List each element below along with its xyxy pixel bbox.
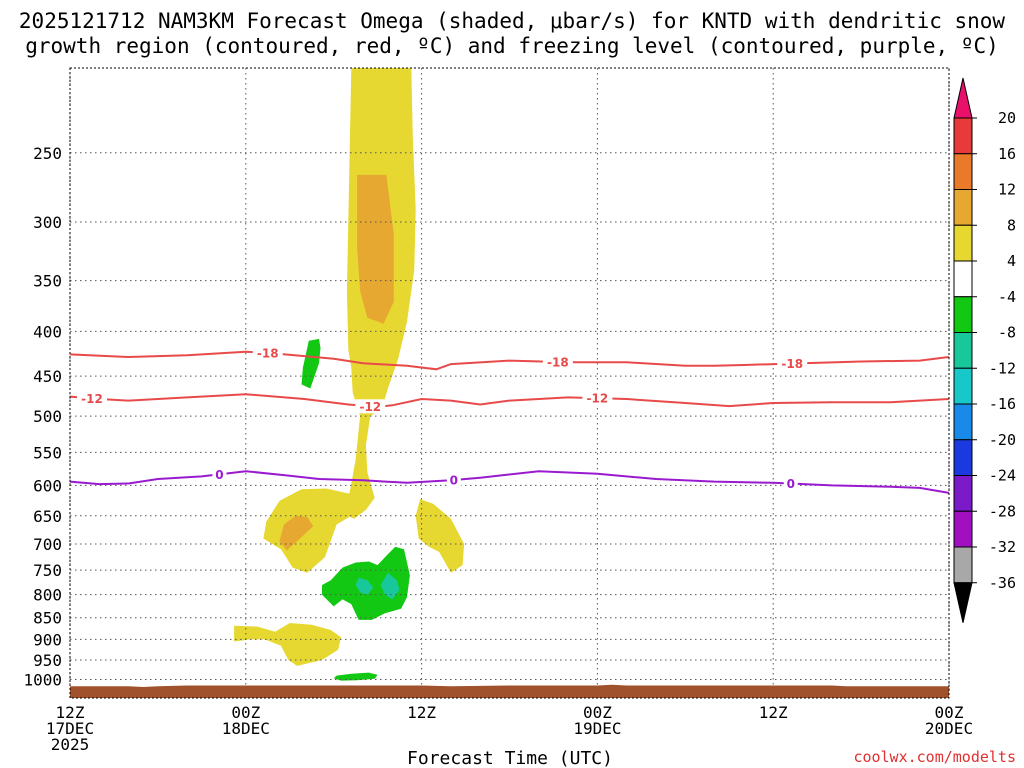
colorbar-tick-label: -4 — [998, 288, 1016, 306]
x-tick-label: 20DEC — [925, 719, 973, 738]
contour-lines: -18 -18 -18 -12 -12 -12 0 0 0 — [69, 346, 950, 494]
dendritic-minus18-label: -18 — [257, 347, 279, 361]
dendritic-minus12-label-bg — [582, 391, 613, 406]
y-tick-label: 250 — [33, 144, 62, 163]
y-tick-label: 300 — [33, 213, 62, 232]
yellow-right-blob — [415, 499, 465, 573]
colorbar-tick-label: -32 — [989, 538, 1016, 556]
dendritic-minus12-line — [69, 393, 950, 408]
y-tick-label: 1000 — [23, 670, 62, 689]
y-tick-label: 450 — [33, 367, 62, 386]
colorbar-swatch — [953, 153, 973, 190]
dendritic-minus12-label-bg — [355, 399, 386, 414]
dendritic-minus12-label: -12 — [359, 400, 381, 414]
teal-core-2 — [380, 572, 400, 600]
colorbar-swatch — [953, 224, 973, 262]
freezing-level-label: 0 — [787, 477, 795, 491]
colorbar-bottom-arrow — [953, 582, 973, 623]
y-tick-label: 750 — [33, 561, 62, 580]
colorbar-tick-label: -8 — [998, 324, 1016, 342]
orange-upper-core — [357, 174, 394, 324]
colorbar: 20 16 12 8 4 -4 -8 -12 -16 -20 -24 -28 -32 -36 — [953, 77, 1016, 623]
colorbar-swatch — [953, 332, 973, 369]
surface-terrain — [70, 684, 949, 698]
credit-text: coolwx.com/modelts — [853, 748, 1016, 766]
y-tick-label: 600 — [33, 476, 62, 495]
colorbar-swatch — [953, 510, 973, 548]
colorbar-top-arrow — [953, 77, 973, 119]
chart-title-line2: growth region (contoured, red, ºC) and f… — [25, 34, 999, 58]
dendritic-minus12-label-bg — [76, 391, 107, 406]
teal-core-1 — [355, 577, 374, 595]
x-axis-label: Forecast Time (UTC) — [407, 748, 613, 768]
y-tick-label: 950 — [33, 651, 62, 670]
y-tick-label: 350 — [33, 272, 62, 291]
dendritic-minus18-label: -18 — [547, 356, 569, 370]
x-tick-label: 00Z — [935, 703, 964, 722]
x-tick-label: 12Z — [759, 703, 788, 722]
colorbar-swatch — [953, 403, 973, 441]
y-tick-label: 500 — [33, 407, 62, 426]
colorbar-swatch — [953, 439, 973, 476]
colorbar-tick-label: 20 — [998, 109, 1016, 127]
y-tick-label: 550 — [33, 443, 62, 462]
colorbar-tick-label: 12 — [998, 181, 1016, 199]
colorbar-tick-label: -24 — [989, 467, 1016, 485]
y-tick-label: 850 — [33, 609, 62, 628]
dendritic-minus18-label-bg — [252, 346, 283, 361]
dendritic-minus18-label-bg — [542, 355, 573, 370]
colorbar-swatch — [953, 296, 973, 333]
freezing-level-label: 0 — [450, 474, 458, 488]
colorbar-tick-label: -36 — [989, 574, 1016, 592]
colorbar-tick-label: 4 — [1007, 252, 1016, 270]
colorbar-tick-label: -20 — [989, 431, 1016, 449]
dendritic-minus18-label-bg — [777, 356, 808, 371]
x-tick-label: 17DEC — [46, 719, 94, 738]
colorbar-tick-label: -28 — [989, 502, 1016, 520]
y-tick-label: 900 — [33, 630, 62, 649]
colorbar-tick-label: 16 — [998, 145, 1016, 163]
plot-area: -18 -18 -18 -12 -12 -12 0 0 0 — [69, 67, 950, 699]
x-tick-label: 12Z — [56, 703, 85, 722]
yellow-low-level — [234, 623, 341, 666]
freezing-level-label-bg — [446, 473, 461, 488]
x-tick-label: 18DEC — [222, 719, 270, 738]
colorbar-swatch — [953, 260, 973, 298]
colorbar-swatch — [953, 189, 973, 226]
colorbar-swatch — [953, 475, 973, 512]
colorbar-swatch — [953, 367, 973, 405]
x-tick-label: 12Z — [407, 703, 436, 722]
x-tick-label: 00Z — [583, 703, 612, 722]
colorbar-swatch — [953, 117, 973, 155]
colorbar-tick-label: -16 — [989, 395, 1016, 413]
y-tick-label: 400 — [33, 322, 62, 341]
dendritic-minus18-label: -18 — [781, 357, 803, 371]
y-tick-label: 800 — [33, 586, 62, 605]
x-tick-label: 00Z — [231, 703, 260, 722]
orange-lower-core — [279, 515, 314, 551]
plot-background — [70, 68, 949, 698]
colorbar-tick-label: 8 — [1007, 216, 1016, 234]
chart-title-line1: 2025121712 NAM3KM Forecast Omega (shaded… — [19, 9, 1006, 33]
plot-frame — [69, 67, 950, 699]
y-tick-label: 650 — [33, 507, 62, 526]
x-tick-label: 2025 — [51, 735, 90, 754]
yellow-lower-left — [263, 488, 366, 573]
colorbar-tick-label: -12 — [989, 359, 1016, 377]
dendritic-minus12-label: -12 — [587, 392, 609, 406]
terrain-layer — [70, 684, 949, 698]
dendritic-minus12-label: -12 — [81, 392, 103, 406]
green-surface-blob — [333, 672, 378, 681]
freezing-level-label-bg — [783, 476, 798, 491]
colorbar-swatch — [953, 546, 973, 584]
freezing-level-label: 0 — [215, 468, 223, 482]
freezing-level-label-bg — [212, 467, 227, 482]
y-axis-ticks: 250 300 350 400 450 500 550 600 650 700 750 800 850 9… — [23, 144, 62, 690]
x-tick-label: 19DEC — [573, 719, 621, 738]
y-tick-label: 700 — [33, 535, 62, 554]
